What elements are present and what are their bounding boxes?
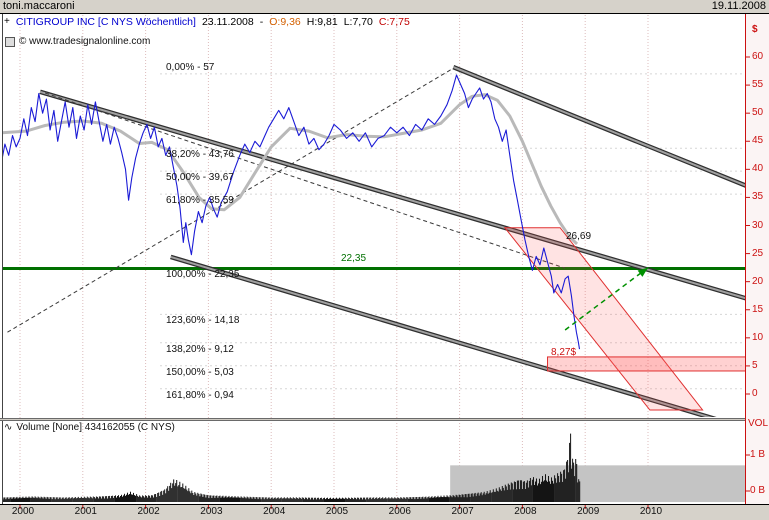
titlebar-username: toni.maccaroni bbox=[3, 0, 75, 12]
price-pane[interactable] bbox=[0, 14, 745, 418]
pane-splitter[interactable] bbox=[0, 418, 745, 421]
time-axis[interactable] bbox=[0, 504, 769, 520]
titlebar-date: 19.11.2008 bbox=[711, 0, 766, 12]
window-titlebar: toni.maccaroni 19.11.2008 bbox=[0, 0, 769, 14]
price-axis[interactable] bbox=[745, 14, 769, 504]
